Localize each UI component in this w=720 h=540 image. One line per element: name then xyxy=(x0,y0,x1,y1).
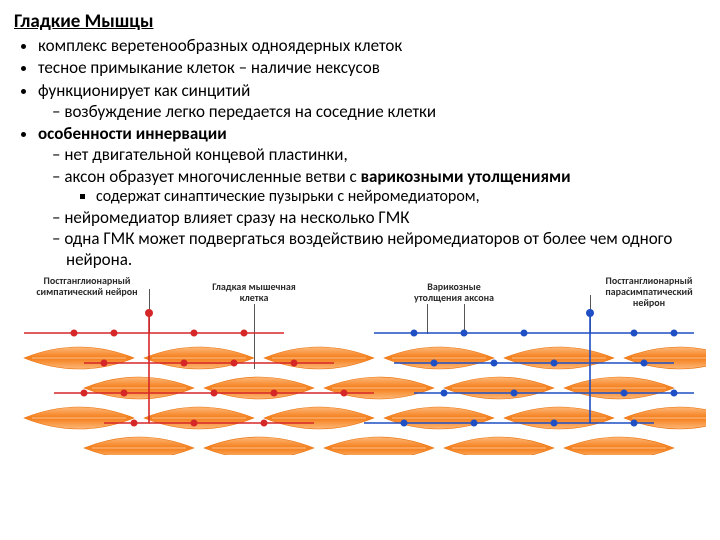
bullet-4-sub-2: аксон образует многочисленные ветви с ва… xyxy=(66,166,706,207)
bullet-4-sub-3: нейромедиатор влияет сразу на несколько … xyxy=(66,207,706,228)
main-list: комплекс веретенообразных одноядерных кл… xyxy=(14,35,706,271)
bullet-3: функционирует как синцитий возбуждение л… xyxy=(38,80,706,123)
bullet-3-sub-1: возбуждение легко передается на соседние… xyxy=(66,101,706,122)
bullet-2: тесное примыкание клеток – наличие нексу… xyxy=(38,57,706,78)
diagram-svg xyxy=(14,275,706,455)
bullet-1: комплекс веретенообразных одноядерных кл… xyxy=(38,35,706,56)
page-title: Гладкие Мышцы xyxy=(14,10,706,33)
bullet-4-sub-4: одна ГМК может подвергаться воздействию … xyxy=(66,228,706,271)
bullet-4-sub-2-1: содержат синаптические пузырьки с нейром… xyxy=(96,187,706,207)
bullet-4: особенности иннервации нет двигательной … xyxy=(38,123,706,271)
innervation-diagram: Постганглионарный симпатический нейрон Г… xyxy=(14,275,706,455)
bullet-4-sub-1: нет двигательной концевой пластинки, xyxy=(66,144,706,165)
